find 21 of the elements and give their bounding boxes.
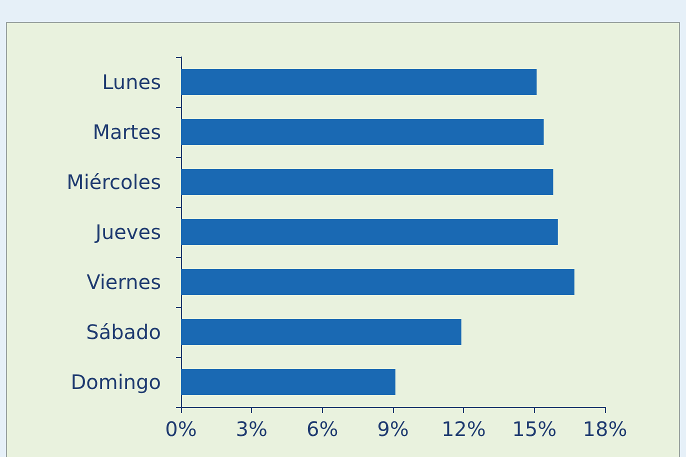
x-tick-label: 12%: [441, 417, 486, 441]
bar: [181, 169, 554, 195]
bar: [181, 319, 462, 345]
y-tick-label: Sábado: [86, 320, 161, 344]
x-tick-label: 3%: [236, 417, 268, 441]
y-tick-label: Martes: [92, 120, 161, 144]
y-tick-label: Viernes: [86, 270, 161, 294]
bar: [181, 219, 558, 245]
bar: [181, 369, 396, 395]
x-tick-label: 15%: [512, 417, 557, 441]
x-tick-label: 6%: [306, 417, 338, 441]
x-tick-label: 9%: [377, 417, 409, 441]
bar: [181, 269, 574, 295]
x-tick-label: 0%: [165, 417, 197, 441]
bar: [181, 119, 544, 145]
bar: [181, 69, 537, 95]
y-tick-label: Miércoles: [66, 170, 161, 194]
y-tick-label: Lunes: [102, 70, 161, 94]
y-tick-label: Domingo: [70, 370, 161, 394]
x-tick-label: 18%: [582, 417, 628, 441]
y-tick-label: Jueves: [94, 220, 161, 244]
